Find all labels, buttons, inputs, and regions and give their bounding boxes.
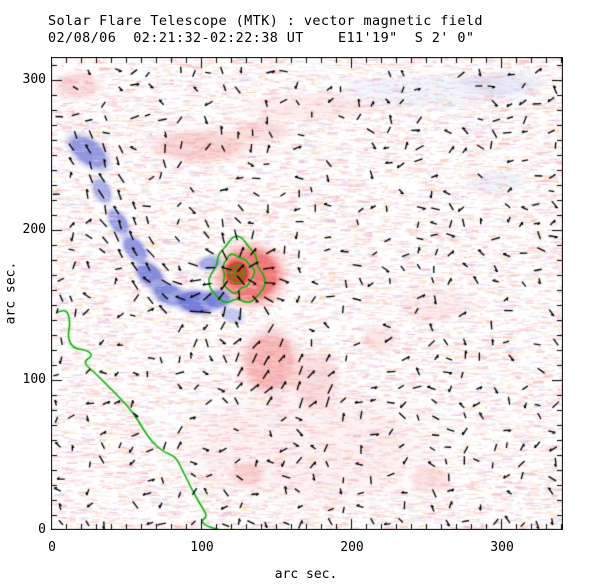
magnetogram-canvas (51, 57, 563, 530)
x-axis-label: arc sec. (274, 567, 338, 582)
x-axis-tick-label: 200 (340, 540, 364, 555)
x-axis-tick-label: 0 (48, 540, 56, 555)
y-axis-label: arc sec. (3, 261, 19, 325)
x-axis-tick-label: 300 (490, 540, 514, 555)
x-axis-tick-label: 100 (190, 540, 214, 555)
plot-area (51, 57, 563, 530)
y-axis-tick-label: 0 (38, 522, 46, 537)
chart-subtitle: 02/08/06 02:21:32-02:22:38 UT E11'19" S … (48, 30, 475, 46)
y-axis-tick-label: 200 (22, 221, 46, 237)
y-axis-tick-label: 300 (22, 71, 46, 87)
chart-title: Solar Flare Telescope (MTK) : vector mag… (48, 13, 483, 29)
y-axis-tick-label: 100 (22, 371, 46, 387)
